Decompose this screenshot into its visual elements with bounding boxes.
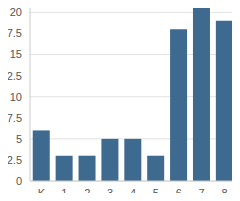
svg-text:6: 6 <box>176 187 182 193</box>
svg-text:12.5: 12.5 <box>8 70 22 82</box>
svg-text:8: 8 <box>221 187 227 193</box>
svg-text:2.5: 2.5 <box>8 154 22 166</box>
svg-text:5: 5 <box>16 133 22 145</box>
svg-text:K: K <box>38 187 46 193</box>
svg-text:0: 0 <box>16 175 22 187</box>
svg-text:20: 20 <box>10 8 22 18</box>
svg-text:17.5: 17.5 <box>8 27 22 39</box>
svg-text:5: 5 <box>153 187 159 193</box>
svg-text:15: 15 <box>10 48 22 60</box>
svg-text:4: 4 <box>130 187 136 193</box>
svg-text:7.5: 7.5 <box>8 112 22 124</box>
svg-text:1: 1 <box>61 187 67 193</box>
svg-text:3: 3 <box>107 187 113 193</box>
svg-text:2: 2 <box>84 187 90 193</box>
svg-text:7: 7 <box>199 187 205 193</box>
svg-text:10: 10 <box>10 91 22 103</box>
